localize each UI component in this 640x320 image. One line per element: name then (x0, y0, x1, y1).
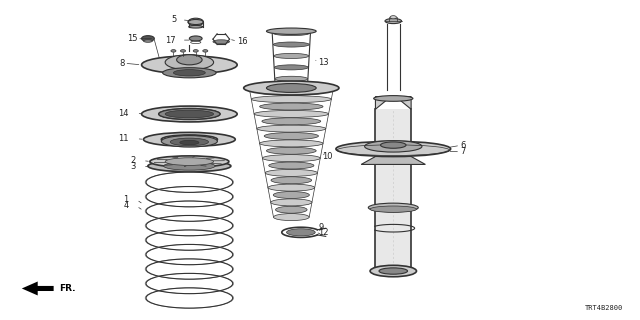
Ellipse shape (173, 69, 205, 76)
Ellipse shape (161, 135, 218, 144)
Text: FR.: FR. (59, 284, 76, 293)
Text: 10: 10 (322, 152, 332, 161)
Ellipse shape (365, 141, 422, 152)
Ellipse shape (165, 55, 214, 70)
Ellipse shape (254, 110, 328, 117)
Ellipse shape (273, 42, 309, 47)
Ellipse shape (244, 81, 339, 95)
Ellipse shape (188, 18, 204, 26)
Ellipse shape (189, 26, 203, 28)
Text: 17: 17 (164, 36, 175, 44)
Ellipse shape (213, 40, 230, 44)
Ellipse shape (170, 138, 209, 146)
Ellipse shape (260, 140, 323, 147)
Ellipse shape (287, 229, 316, 236)
Ellipse shape (193, 50, 198, 52)
Ellipse shape (161, 136, 218, 147)
Text: 16: 16 (237, 36, 248, 45)
Ellipse shape (266, 84, 316, 92)
Polygon shape (400, 97, 411, 109)
Ellipse shape (275, 88, 307, 93)
Ellipse shape (141, 36, 154, 41)
Ellipse shape (265, 169, 317, 176)
Ellipse shape (381, 142, 406, 148)
Ellipse shape (271, 199, 312, 206)
Ellipse shape (271, 177, 312, 184)
Text: 8: 8 (119, 59, 124, 68)
Ellipse shape (274, 53, 308, 59)
Text: 14: 14 (118, 108, 129, 117)
Ellipse shape (171, 50, 176, 52)
Polygon shape (376, 109, 411, 271)
Ellipse shape (159, 108, 220, 119)
Ellipse shape (159, 108, 220, 119)
Ellipse shape (143, 132, 236, 146)
Ellipse shape (260, 103, 323, 110)
Text: 11: 11 (118, 134, 129, 143)
Ellipse shape (180, 140, 199, 145)
Ellipse shape (189, 36, 202, 41)
Ellipse shape (273, 214, 309, 220)
Ellipse shape (165, 158, 214, 165)
Text: 13: 13 (318, 58, 329, 67)
Ellipse shape (141, 56, 237, 74)
Ellipse shape (390, 16, 396, 19)
Ellipse shape (143, 40, 152, 42)
Ellipse shape (379, 268, 408, 274)
Polygon shape (376, 97, 387, 109)
Ellipse shape (273, 191, 309, 198)
Text: 4: 4 (124, 202, 129, 211)
Ellipse shape (141, 106, 237, 122)
Ellipse shape (276, 206, 307, 213)
Ellipse shape (177, 55, 202, 65)
Text: TRT4B2800: TRT4B2800 (584, 305, 623, 311)
Ellipse shape (257, 88, 325, 95)
Polygon shape (361, 156, 426, 164)
Text: 9: 9 (318, 223, 323, 232)
Ellipse shape (336, 141, 451, 156)
Polygon shape (22, 282, 54, 295)
Ellipse shape (148, 160, 231, 172)
Ellipse shape (164, 162, 215, 170)
Ellipse shape (257, 125, 326, 132)
Ellipse shape (368, 203, 419, 212)
Ellipse shape (385, 19, 401, 24)
Text: 7: 7 (460, 147, 465, 156)
Ellipse shape (370, 206, 417, 212)
Ellipse shape (269, 162, 314, 169)
Ellipse shape (268, 184, 315, 191)
Text: 3: 3 (130, 163, 135, 172)
Ellipse shape (252, 96, 332, 103)
Text: 15: 15 (127, 34, 137, 43)
Ellipse shape (374, 96, 413, 101)
Ellipse shape (262, 118, 321, 125)
Ellipse shape (264, 132, 319, 140)
Ellipse shape (370, 265, 417, 277)
Ellipse shape (266, 147, 316, 154)
Text: 2: 2 (130, 156, 135, 165)
Ellipse shape (203, 50, 208, 52)
Text: 1: 1 (124, 195, 129, 204)
Ellipse shape (275, 76, 308, 81)
Ellipse shape (262, 155, 320, 162)
Text: 5: 5 (172, 15, 177, 24)
Text: 12: 12 (318, 228, 328, 237)
Ellipse shape (180, 50, 186, 52)
Ellipse shape (165, 110, 214, 118)
Ellipse shape (266, 28, 316, 34)
Ellipse shape (275, 65, 308, 70)
Text: 6: 6 (460, 141, 465, 150)
Ellipse shape (273, 31, 310, 36)
Ellipse shape (150, 156, 229, 167)
Ellipse shape (163, 68, 216, 78)
